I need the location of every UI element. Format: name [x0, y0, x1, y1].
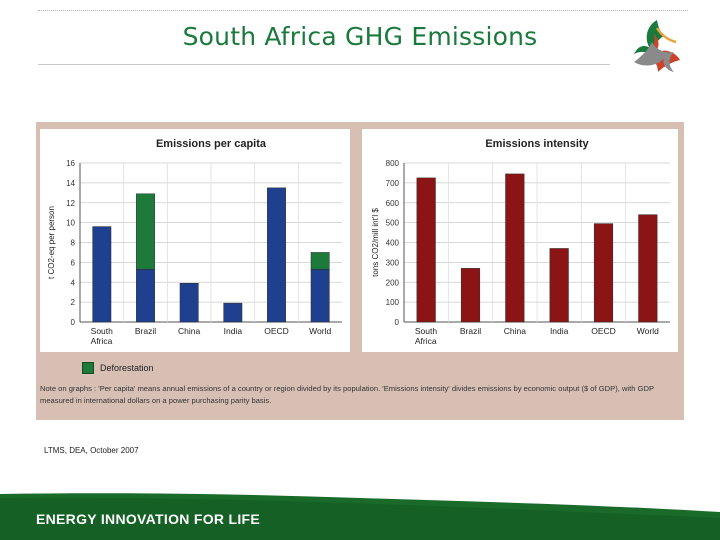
legend: Deforestation: [82, 362, 154, 374]
y-tick-label: 500: [386, 219, 400, 228]
intensity-chart: Emissions intensity 0 100 200 300 400 500 600 70…: [371, 138, 670, 346]
title-divider: [38, 64, 610, 65]
y-tick-label: 2: [71, 298, 76, 307]
x-tick-label: Africa: [91, 336, 113, 346]
x-tick-label: Brazil: [135, 326, 156, 336]
y-tick-label: 8: [71, 239, 76, 248]
bar: [92, 226, 112, 323]
y-axis-label: t CO2-eq per person: [47, 206, 56, 279]
y-tick-label: 12: [66, 199, 75, 208]
per-capita-chart: Emissions per capita 0 2 4 6 8 10 12 14 16 t CO2-e…: [47, 138, 342, 346]
x-tick-label: China: [504, 326, 526, 336]
bar: [179, 282, 199, 323]
bar: [593, 223, 614, 323]
x-tick-label: World: [637, 326, 659, 336]
y-tick-label: 700: [386, 179, 400, 188]
x-tick-label: India: [550, 326, 569, 336]
source-citation: LTMS, DEA, October 2007: [44, 446, 139, 455]
footer-banner: [0, 493, 720, 540]
charts-panel: Emissions per capita 0 2 4 6 8 10 12 14 16 t CO2-e…: [36, 122, 684, 420]
slide-title: South Africa GHG Emissions: [182, 22, 538, 51]
graph-note: Note on graphs : 'Per capita' means annu…: [40, 384, 654, 405]
y-axis-label: tons CO2/mill int'l $: [371, 208, 380, 277]
bar: [223, 302, 243, 323]
bar: [416, 177, 436, 323]
x-tick-label: South: [91, 326, 113, 336]
y-tick-label: 10: [66, 219, 75, 228]
intensity-chart-box: Emissions intensity 0 100 200 300 400 500 600 70…: [362, 129, 678, 352]
y-tick-label: 16: [66, 159, 75, 168]
y-tick-label: 4: [71, 278, 76, 287]
bar-deforestation: [310, 252, 330, 270]
y-tick-label: 6: [71, 258, 76, 267]
y-tick-label: 14: [66, 179, 75, 188]
y-tick-label: 0: [71, 318, 76, 327]
bar: [505, 173, 525, 323]
x-tick-label: OECD: [591, 326, 616, 336]
bar: [638, 214, 658, 323]
legend-label-deforestation: Deforestation: [100, 363, 154, 373]
y-tick-label: 0: [395, 318, 400, 327]
y-tick-label: 400: [386, 239, 400, 248]
triskelion-logo-icon: [634, 20, 680, 72]
bar: [460, 268, 481, 323]
bar: [136, 269, 155, 323]
x-tick-label: South: [415, 326, 437, 336]
x-tick-label: India: [224, 326, 243, 336]
x-tick-label: China: [178, 326, 200, 336]
x-tick-label: Africa: [415, 336, 437, 346]
bar-deforestation: [136, 193, 155, 270]
y-tick-label: 800: [386, 159, 400, 168]
bar: [549, 248, 569, 323]
bar: [267, 187, 286, 323]
x-tick-label: OECD: [264, 326, 289, 336]
bar: [310, 269, 330, 323]
y-tick-label: 200: [386, 278, 400, 287]
y-tick-label: 600: [386, 199, 400, 208]
x-tick-label: World: [309, 326, 331, 336]
footer-tagline: ENERGY INNOVATION FOR LIFE: [36, 511, 261, 527]
legend-swatch-deforestation: [82, 362, 94, 374]
chart-title: Emissions intensity: [485, 138, 589, 150]
x-tick-label: Brazil: [460, 326, 481, 336]
y-tick-label: 300: [386, 258, 400, 267]
chart-title: Emissions per capita: [156, 138, 267, 150]
top-dotted-line: [38, 10, 688, 11]
y-tick-label: 100: [386, 298, 400, 307]
per-capita-chart-box: Emissions per capita 0 2 4 6 8 10 12 14 16 t CO2-e…: [40, 129, 350, 352]
